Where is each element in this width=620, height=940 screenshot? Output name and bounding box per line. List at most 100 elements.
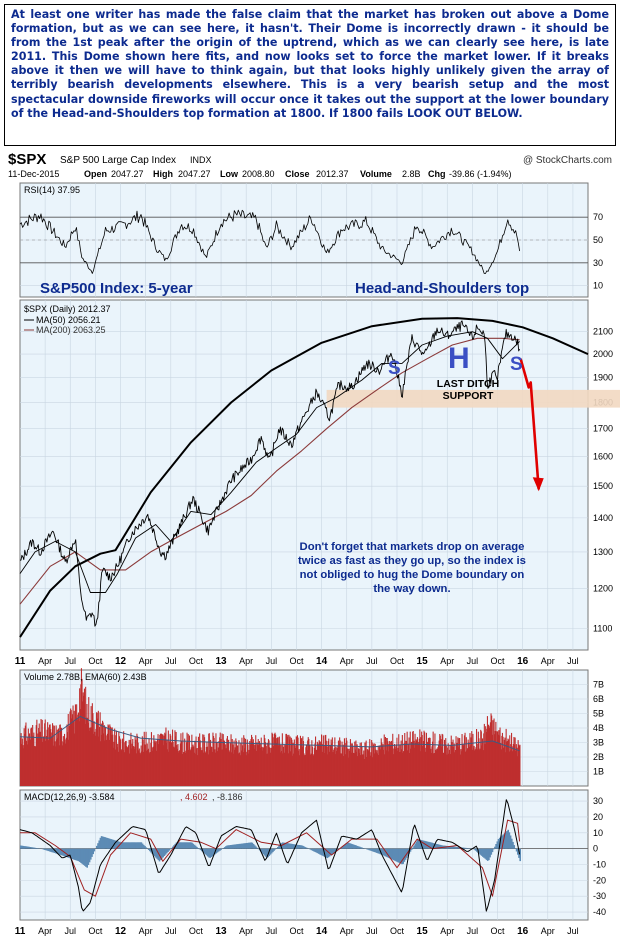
volume-bar: [249, 741, 251, 786]
volume-bar: [453, 746, 455, 786]
macd-histogram-bar: [362, 848, 365, 849]
volume-bar: [387, 751, 389, 786]
volume-bar: [65, 743, 67, 786]
volume-bar: [225, 744, 227, 786]
rsi-tick-label: 70: [593, 212, 603, 222]
volume-bar: [457, 737, 459, 786]
macd-histogram-bar: [82, 848, 85, 865]
volume-bar: [356, 751, 358, 786]
macd-histogram-bar: [272, 848, 274, 853]
macd-histogram-bar: [397, 848, 400, 863]
price-tick-label: 2000: [593, 349, 613, 359]
volume-bar: [471, 749, 473, 786]
volume-bar: [41, 719, 43, 786]
volume-bar: [80, 684, 82, 786]
macd-histogram-bar: [327, 848, 330, 858]
macd-histogram-bar: [75, 848, 78, 861]
volume-bar: [170, 735, 172, 786]
volume-bar: [283, 746, 285, 786]
macd-histogram-bar: [284, 842, 286, 849]
macd-histogram-bar: [32, 847, 34, 849]
volume-bar: [139, 752, 141, 786]
volume-bar: [99, 726, 101, 786]
volume-bar: [267, 739, 269, 786]
volume-bar: [303, 753, 305, 786]
volume-bar: [80, 668, 82, 786]
macd-histogram-bar: [490, 848, 493, 855]
volume-bar: [191, 734, 193, 786]
macd-histogram-bar: [398, 848, 401, 863]
volume-bar: [374, 753, 376, 786]
volume-bar: [32, 735, 34, 786]
volume-bar: [33, 746, 35, 786]
volume-bar: [206, 742, 208, 786]
volume-bar: [278, 736, 280, 786]
volume-bar: [78, 721, 80, 786]
volume-bar: [498, 730, 500, 786]
macd-histogram-bar: [23, 846, 26, 849]
macd-tick-label: -10: [593, 860, 606, 870]
volume-bar: [51, 732, 53, 786]
macd-histogram-bar: [172, 846, 174, 849]
volume-bar: [114, 728, 116, 786]
price-tick-label: 1400: [593, 513, 613, 523]
volume-bar: [229, 743, 231, 786]
macd-date-tick: Oct: [88, 926, 103, 936]
macd-histogram-bar: [114, 840, 116, 849]
macd-histogram-bar: [121, 842, 123, 849]
volume-bar: [118, 731, 120, 786]
volume-bar: [23, 748, 25, 786]
volume-bar: [276, 743, 278, 786]
volume-bar: [178, 752, 180, 786]
volume-bar: [331, 737, 333, 786]
volume-bar: [62, 736, 64, 786]
volume-bar: [196, 748, 198, 786]
volume-bar: [201, 750, 203, 786]
macd-histogram-bar: [106, 838, 109, 849]
macd-histogram-bar: [492, 848, 495, 850]
macd-histogram-bar: [281, 842, 284, 849]
volume-bar: [207, 754, 209, 786]
macd-histogram-bar: [497, 839, 500, 849]
macd-histogram-bar: [149, 848, 151, 852]
macd-histogram-bar: [287, 843, 290, 849]
macd-histogram-bar: [216, 848, 219, 853]
volume-bar: [407, 743, 409, 786]
volume-bar: [327, 741, 329, 786]
volume-bar: [452, 739, 454, 786]
macd-histogram-bar: [179, 842, 181, 849]
macd-histogram-bar: [319, 848, 321, 855]
volume-bar: [226, 738, 228, 786]
volume-bar: [318, 740, 320, 786]
macd-histogram-bar: [98, 840, 100, 849]
volume-bar: [117, 743, 119, 786]
volume-bar: [284, 745, 286, 786]
volume-bar: [128, 739, 130, 786]
low-value: 2008.80: [242, 169, 275, 179]
volume-bar: [315, 749, 317, 786]
macd-histogram-bar: [383, 848, 385, 856]
volume-bar: [432, 731, 434, 786]
volume-bar: [79, 688, 81, 786]
volume-bar: [409, 753, 411, 786]
volume-bar: [65, 737, 67, 786]
volume-bar: [229, 752, 231, 786]
volume-bar: [260, 743, 262, 786]
volume-bar: [470, 737, 472, 786]
volume-bar: [217, 751, 219, 786]
volume-bar: [515, 744, 517, 786]
volume-bar: [372, 744, 374, 786]
volume-bar: [70, 708, 72, 786]
macd-histogram-bar: [390, 848, 392, 859]
macd-histogram-bar: [192, 843, 195, 849]
macd-histogram-bar: [22, 845, 24, 849]
volume-bar: [240, 750, 242, 786]
price-panel: 1100120013001400150016001700180019002000…: [19, 299, 620, 651]
volume-bar: [254, 744, 256, 786]
volume-bar: [91, 703, 93, 786]
volume-bar: [450, 754, 452, 786]
rsi-legend: RSI(14) 37.95: [24, 185, 80, 195]
volume-bar: [49, 724, 51, 786]
volume-bar: [275, 734, 277, 786]
volume-bar: [421, 735, 423, 786]
